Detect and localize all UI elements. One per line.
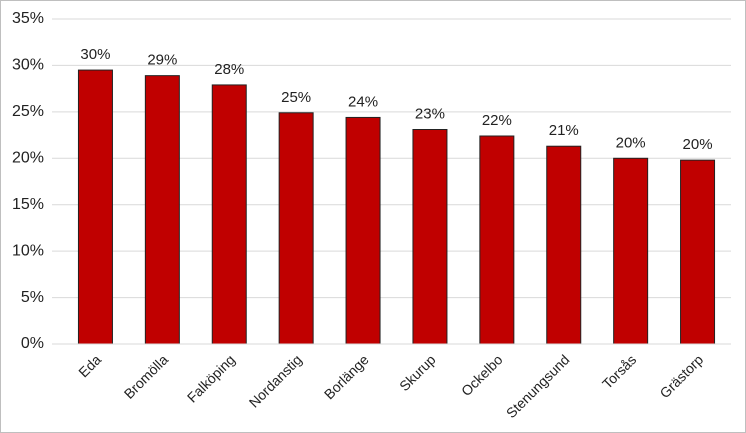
data-label: 22% xyxy=(482,112,512,129)
data-label: 20% xyxy=(683,136,713,153)
bar xyxy=(546,145,582,345)
bar xyxy=(77,69,113,345)
bar xyxy=(345,116,381,345)
data-label: 20% xyxy=(616,134,646,151)
data-label: 28% xyxy=(214,61,244,78)
data-label: 25% xyxy=(281,89,311,106)
data-label: 29% xyxy=(147,52,177,69)
y-tick-label: 20% xyxy=(12,150,44,167)
data-label: 21% xyxy=(549,122,579,139)
bar xyxy=(412,129,448,345)
y-tick-label: 0% xyxy=(21,335,44,352)
bar xyxy=(211,84,247,345)
bar xyxy=(680,159,716,345)
bar xyxy=(278,112,314,345)
y-tick-label: 35% xyxy=(12,10,44,27)
y-tick-label: 10% xyxy=(12,242,44,259)
y-tick-label: 25% xyxy=(12,103,44,120)
data-label: 30% xyxy=(80,46,110,63)
bar xyxy=(144,75,180,345)
bar xyxy=(479,135,515,345)
y-tick-label: 30% xyxy=(12,57,44,74)
y-tick-label: 15% xyxy=(12,196,44,213)
bar xyxy=(613,157,649,345)
data-label: 24% xyxy=(348,93,378,110)
y-tick-label: 5% xyxy=(21,289,44,306)
data-label: 23% xyxy=(415,105,445,122)
